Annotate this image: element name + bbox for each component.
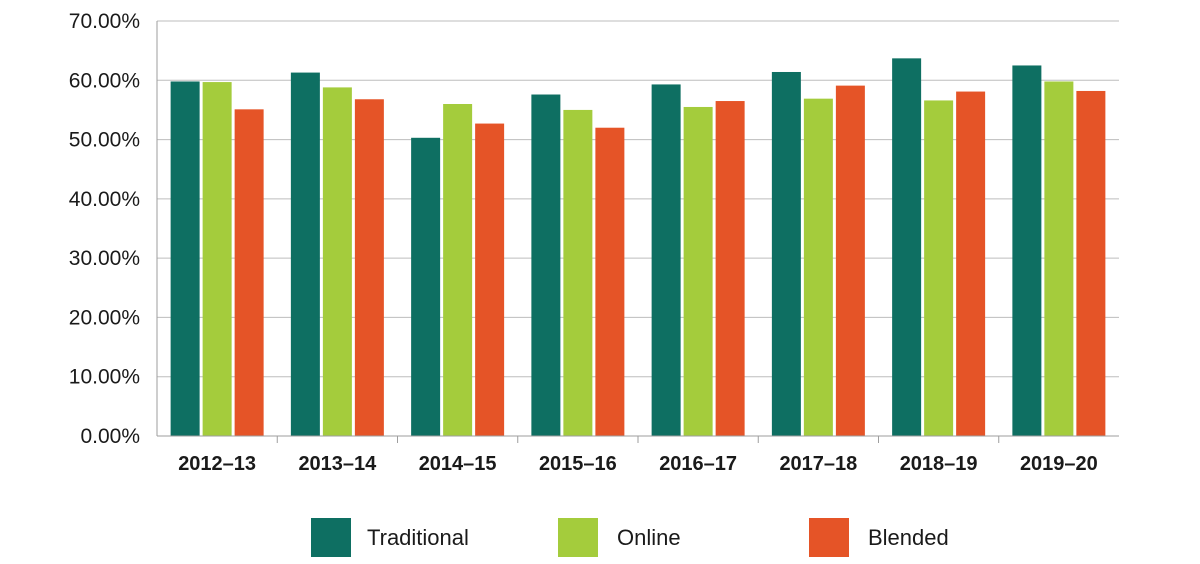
bar-traditional-2015–16 <box>531 94 561 436</box>
bar-online-2015–16 <box>563 109 593 436</box>
bar-online-2012–13 <box>202 82 232 437</box>
x-axis: 2012–13 2013–14 2014–15 2015–16 2016–17 2017–… <box>157 435 1119 475</box>
bar-blended-2016–17 <box>715 101 745 437</box>
bar-blended-2013–14 <box>354 99 384 436</box>
legend: Traditional Online Blended <box>311 518 949 557</box>
legend-swatch-blended <box>809 518 849 557</box>
bar-traditional-2016–17 <box>651 84 681 436</box>
bar-online-2014–15 <box>443 104 473 436</box>
bar-blended-2017–18 <box>835 85 865 436</box>
y-tick-label: 60.00% <box>69 69 140 92</box>
legend-label-blended: Blended <box>868 525 949 550</box>
y-tick-label: 20.00% <box>69 306 140 329</box>
bar-blended-2019–20 <box>1076 90 1106 436</box>
y-tick-label: 10.00% <box>69 366 140 389</box>
legend-label-traditional: Traditional <box>367 525 469 550</box>
y-axis: 0.00% 10.00% 20.00% 30.00% 40.00% 50.00% 60.00… <box>69 10 158 448</box>
bar-traditional-2012–13 <box>170 81 200 436</box>
y-tick-label: 70.00% <box>69 10 140 33</box>
legend-swatch-online <box>558 518 598 557</box>
bar-blended-2015–16 <box>595 127 625 436</box>
x-tick-label: 2019–20 <box>1020 453 1098 475</box>
legend-label-online: Online <box>617 525 681 550</box>
bar-online-2019–20 <box>1044 81 1074 436</box>
bars <box>170 58 1106 437</box>
bar-traditional-2014–15 <box>411 137 441 437</box>
y-tick-label: 0.00% <box>80 425 140 448</box>
bar-online-2017–18 <box>803 98 833 437</box>
y-tick-label: 40.00% <box>69 188 140 211</box>
x-tick-label: 2013–14 <box>298 453 377 475</box>
bar-traditional-2013–14 <box>290 72 320 436</box>
x-tick-label: 2012–13 <box>178 453 256 475</box>
bar-traditional-2019–20 <box>1012 65 1042 436</box>
bar-traditional-2018–19 <box>892 58 922 436</box>
x-tick-label: 2018–19 <box>900 453 978 475</box>
y-tick-label: 50.00% <box>69 129 140 152</box>
y-tick-label: 30.00% <box>69 247 140 270</box>
legend-swatch-traditional <box>311 518 351 557</box>
bar-blended-2018–19 <box>956 91 986 437</box>
x-tick-label: 2016–17 <box>659 453 737 475</box>
bar-traditional-2017–18 <box>771 71 801 436</box>
bar-blended-2014–15 <box>475 123 505 437</box>
bar-online-2016–17 <box>683 106 713 436</box>
bar-blended-2012–13 <box>234 109 264 436</box>
x-tick-label: 2014–15 <box>419 453 497 475</box>
bar-online-2018–19 <box>924 100 954 436</box>
bar-online-2013–14 <box>322 87 352 437</box>
x-tick-label: 2017–18 <box>779 453 857 475</box>
x-tick-label: 2015–16 <box>539 453 617 475</box>
